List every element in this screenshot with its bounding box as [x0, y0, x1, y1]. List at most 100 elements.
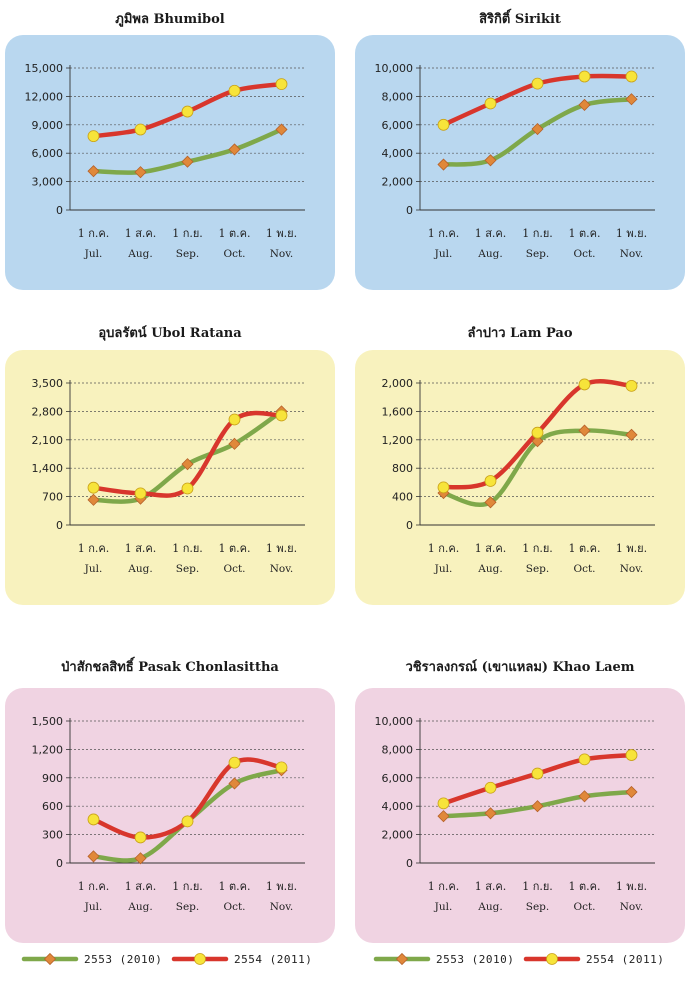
data-point-2553: [625, 428, 638, 441]
data-point-2554: [181, 105, 194, 118]
data-point-2554: [437, 118, 450, 131]
data-point-2554: [625, 70, 638, 83]
data-point-2553: [437, 810, 450, 823]
data-point-2553: [228, 437, 241, 450]
data-point-2553: [228, 143, 241, 156]
x-tick-label-en: Sep.: [176, 901, 199, 913]
y-tick-label: 2,000: [382, 829, 414, 842]
data-point-2553: [531, 122, 544, 136]
data-point-2553: [578, 98, 591, 111]
x-tick-label: 1 ก.ค.: [78, 880, 110, 893]
y-tick-label: 8,000: [382, 90, 414, 103]
data-point-2554: [275, 78, 288, 90]
y-tick-label: 2,800: [32, 405, 64, 418]
x-tick-label: 1 ต.ค.: [219, 880, 251, 893]
y-tick-label: 10,000: [375, 62, 414, 75]
y-tick-label: 600: [42, 800, 63, 813]
x-tick-label: 1 ก.ย.: [172, 542, 203, 555]
chart-panel-lam-pao: 0 400 800 1,200 1,600 2,000 1 ก.ค. Jul. 1 ส.ค. Au…: [355, 350, 685, 605]
x-tick-label-en: Aug.: [477, 901, 502, 913]
x-tick-label-en: Oct.: [573, 563, 595, 575]
data-point-2554: [275, 409, 288, 422]
y-tick-label: 9,000: [32, 119, 64, 132]
x-tick-label: 1 ต.ค.: [569, 880, 601, 893]
legend-label-2553: 2553 (2010): [436, 953, 515, 966]
y-tick-label: 400: [392, 491, 413, 504]
chart-title-lam-pao: ลำปาว Lam Pao: [467, 326, 573, 341]
x-tick-label-en: Nov.: [270, 248, 294, 260]
chart-svg: 0 2,000 4,000 6,000 8,000 10,000 1 ก.ค. Jul. 1 ส…: [375, 715, 655, 913]
legend-right: 2553 (2010) 2554 (2011): [372, 950, 687, 974]
data-point-2554: [228, 84, 241, 97]
x-tick-label-en: Aug.: [477, 248, 502, 260]
x-tick-label-en: Oct.: [223, 563, 245, 575]
chart-panel-ubol-ratana: 0 700 1,400 2,100 2,800 3,500 1 ก.ค. Jul. 1 ส.ค.…: [5, 350, 335, 605]
y-tick-label: 4,000: [382, 147, 414, 160]
x-tick-label: 1 ต.ค.: [219, 542, 251, 555]
chart-title-bhumibol: ภูมิพล Bhumibol: [115, 12, 225, 27]
x-tick-label-en: Sep.: [176, 563, 199, 575]
legend-marker: [194, 953, 206, 965]
legend-label-2554: 2554 (2011): [234, 953, 313, 966]
x-tick-label: 1 ส.ค.: [125, 227, 157, 240]
chart-title-pasak: ป่าสักชลสิทธิ์ Pasak Chonlasittha: [61, 660, 279, 675]
chart-panel-pasak: 0 300 600 900 1,200 1,500 1 ก.ค. Jul. 1 ส.ค. Aug.…: [5, 688, 335, 943]
x-tick-label: 1 ส.ค.: [475, 227, 507, 240]
y-tick-label: 700: [42, 491, 63, 504]
data-point-2554: [625, 379, 638, 392]
x-tick-label: 1 พ.ย.: [266, 880, 297, 893]
x-tick-label: 1 พ.ย.: [266, 227, 297, 240]
y-tick-label: 1,400: [32, 462, 64, 475]
x-tick-label: 1 ก.ค.: [428, 227, 460, 240]
data-point-2554: [531, 767, 544, 780]
data-point-2553: [87, 493, 100, 506]
data-point-2553: [531, 435, 544, 448]
y-tick-label: 6,000: [382, 772, 414, 785]
x-tick-label-en: Jul.: [434, 248, 453, 260]
y-tick-label: 0: [56, 204, 63, 217]
data-point-2554: [531, 426, 544, 439]
x-tick-label-en: Sep.: [526, 248, 549, 260]
x-tick-label: 1 ส.ค.: [125, 880, 157, 893]
data-point-2553: [625, 785, 638, 799]
x-tick-label-en: Aug.: [477, 563, 502, 575]
y-tick-label: 1,200: [32, 743, 64, 756]
data-point-2554: [578, 378, 591, 391]
data-point-2553: [531, 800, 544, 813]
y-tick-label: 0: [406, 204, 413, 217]
x-tick-label: 1 ก.ค.: [78, 542, 110, 555]
x-tick-label: 1 ก.ค.: [78, 227, 110, 240]
data-point-2553: [578, 424, 591, 437]
y-tick-label: 2,100: [32, 434, 64, 447]
data-point-2554: [87, 481, 100, 494]
x-tick-label: 1 ต.ค.: [219, 227, 251, 240]
x-tick-label: 1 พ.ย.: [266, 542, 297, 555]
legend-swatch-2554: [523, 953, 581, 965]
x-tick-label: 1 พ.ย.: [616, 227, 647, 240]
data-point-2554: [578, 753, 591, 766]
y-tick-label: 1,200: [382, 434, 414, 447]
x-tick-label: 1 ส.ค.: [475, 542, 507, 555]
chart-panel-khao-laem: 0 2,000 4,000 6,000 8,000 10,000 1 ก.ค. Jul. 1 ส…: [355, 688, 685, 943]
x-tick-label-en: Oct.: [573, 901, 595, 913]
x-tick-label: 1 ต.ค.: [569, 227, 601, 240]
x-tick-label-en: Oct.: [223, 901, 245, 913]
data-point-2553: [228, 777, 241, 790]
y-tick-label: 6,000: [32, 147, 64, 160]
data-point-2554: [181, 482, 194, 495]
y-tick-label: 3,000: [32, 176, 64, 189]
data-point-2554: [134, 487, 147, 500]
chart-panel-sirikit: 0 2,000 4,000 6,000 8,000 10,000 1 ก.ค. Jul. 1 ส…: [355, 35, 685, 290]
y-tick-label: 900: [42, 772, 63, 785]
x-tick-label-en: Jul.: [434, 901, 453, 913]
chart-svg: 0 700 1,400 2,100 2,800 3,500 1 ก.ค. Jul. 1 ส.ค.…: [32, 377, 305, 575]
y-tick-label: 0: [406, 519, 413, 532]
x-tick-label: 1 ก.ย.: [522, 542, 553, 555]
y-tick-label: 1,500: [32, 715, 64, 728]
x-tick-label-en: Nov.: [620, 901, 644, 913]
data-point-2553: [437, 158, 450, 171]
x-tick-label-en: Aug.: [127, 563, 152, 575]
x-tick-label-en: Nov.: [620, 248, 644, 260]
x-tick-label-en: Nov.: [620, 563, 644, 575]
y-tick-label: 2,000: [382, 377, 414, 390]
